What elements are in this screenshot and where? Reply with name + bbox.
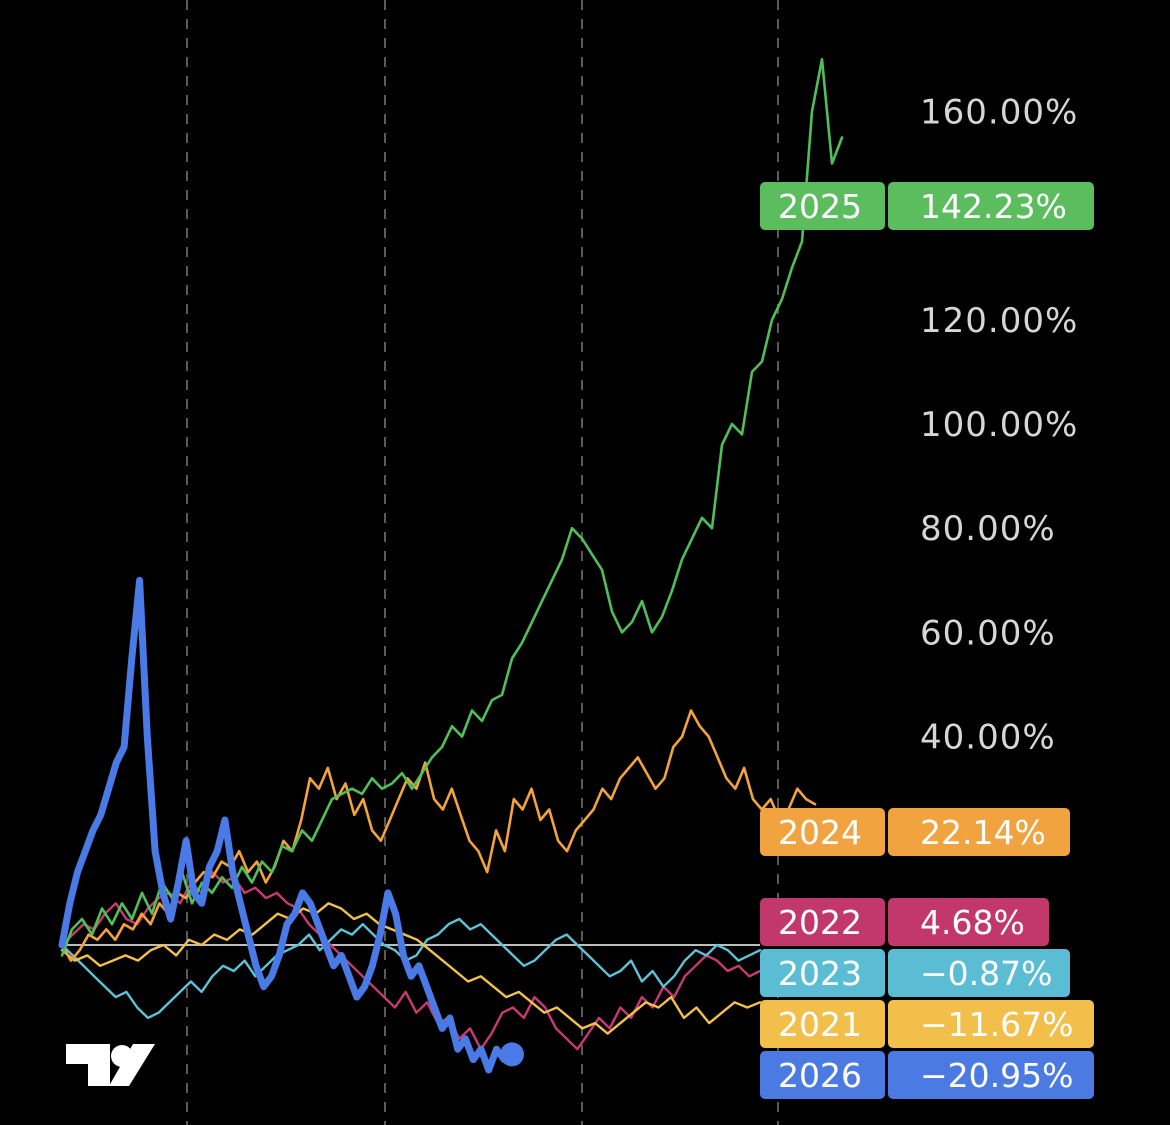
tag-year-label: 2023 bbox=[778, 954, 862, 993]
y-tick-label: 40.00% bbox=[920, 718, 1056, 758]
tag-year-label: 2025 bbox=[778, 187, 862, 226]
tag-year-label: 2026 bbox=[778, 1056, 862, 1095]
tag-year-label: 2021 bbox=[778, 1005, 862, 1044]
series-lines bbox=[58, 57, 844, 1074]
series-line-2024 bbox=[60, 709, 817, 962]
value-tag-2025: 2025 142.23% bbox=[760, 182, 1094, 230]
series-value-tags: 2025 142.23% 2024 22.14% 2022 4.68% 2023 −0.87%… bbox=[760, 182, 1094, 1099]
tag-value-label: 22.14% bbox=[920, 813, 1046, 852]
value-tag-2024: 2024 22.14% bbox=[760, 808, 1070, 856]
value-tag-2026: 2026 −20.95% bbox=[760, 1051, 1094, 1099]
series-line-2022 bbox=[60, 870, 762, 1051]
value-tag-2023: 2023 −0.87% bbox=[760, 949, 1070, 997]
y-tick-label: 80.00% bbox=[920, 509, 1056, 549]
y-tick-label: 120.00% bbox=[920, 301, 1078, 341]
y-tick-label: 160.00% bbox=[920, 92, 1078, 132]
series-line-2025 bbox=[60, 57, 844, 957]
tag-value-label: 4.68% bbox=[920, 903, 1025, 942]
series-line-2023 bbox=[60, 917, 762, 1020]
series-2026-endpoint bbox=[500, 1042, 524, 1067]
tag-value-label: 142.23% bbox=[920, 187, 1067, 226]
y-tick-label: 60.00% bbox=[920, 613, 1056, 653]
tag-year-label: 2022 bbox=[778, 903, 862, 942]
tag-value-label: −0.87% bbox=[920, 954, 1052, 993]
tag-value-label: −20.95% bbox=[920, 1056, 1073, 1095]
value-tag-2022: 2022 4.68% bbox=[760, 898, 1049, 946]
value-tag-2021: 2021 −11.67% bbox=[760, 1000, 1094, 1048]
y-tick-label: 100.00% bbox=[920, 405, 1078, 445]
tradingview-logo bbox=[66, 1044, 155, 1086]
tag-year-label: 2024 bbox=[778, 813, 862, 852]
series-line-2021 bbox=[60, 902, 762, 1035]
series-line-2026 bbox=[58, 576, 516, 1074]
tag-value-label: −11.67% bbox=[920, 1005, 1073, 1044]
y-axis-labels: 160.00% 120.00% 100.00% 80.00% 60.00% 40.00% bbox=[920, 92, 1078, 758]
